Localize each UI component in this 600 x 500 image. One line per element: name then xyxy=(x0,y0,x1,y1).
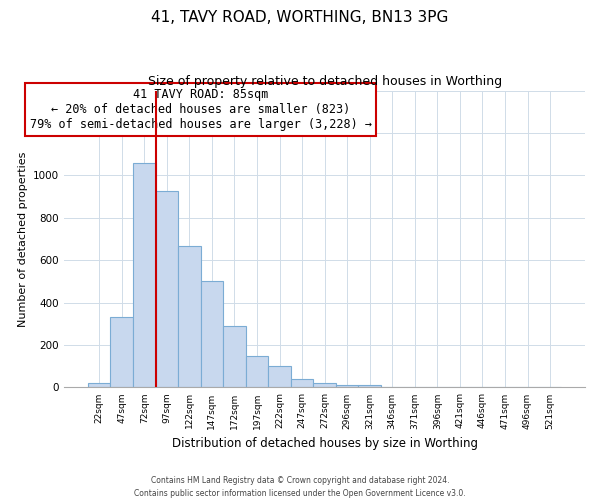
Bar xyxy=(110,318,133,388)
Bar xyxy=(313,383,336,388)
Bar xyxy=(336,384,358,388)
Title: Size of property relative to detached houses in Worthing: Size of property relative to detached ho… xyxy=(148,75,502,88)
Bar xyxy=(358,386,381,388)
Bar xyxy=(223,326,246,388)
Bar xyxy=(200,282,223,388)
Text: Contains HM Land Registry data © Crown copyright and database right 2024.
Contai: Contains HM Land Registry data © Crown c… xyxy=(134,476,466,498)
Text: 41 TAVY ROAD: 85sqm
← 20% of detached houses are smaller (823)
79% of semi-detac: 41 TAVY ROAD: 85sqm ← 20% of detached ho… xyxy=(29,88,371,131)
Bar xyxy=(88,383,110,388)
Text: 41, TAVY ROAD, WORTHING, BN13 3PG: 41, TAVY ROAD, WORTHING, BN13 3PG xyxy=(151,10,449,25)
Bar xyxy=(178,246,200,388)
Bar xyxy=(133,162,155,388)
Y-axis label: Number of detached properties: Number of detached properties xyxy=(17,152,28,326)
Bar xyxy=(155,192,178,388)
Bar xyxy=(404,387,426,388)
Bar xyxy=(268,366,291,388)
Bar xyxy=(291,378,313,388)
Bar xyxy=(246,356,268,388)
X-axis label: Distribution of detached houses by size in Worthing: Distribution of detached houses by size … xyxy=(172,437,478,450)
